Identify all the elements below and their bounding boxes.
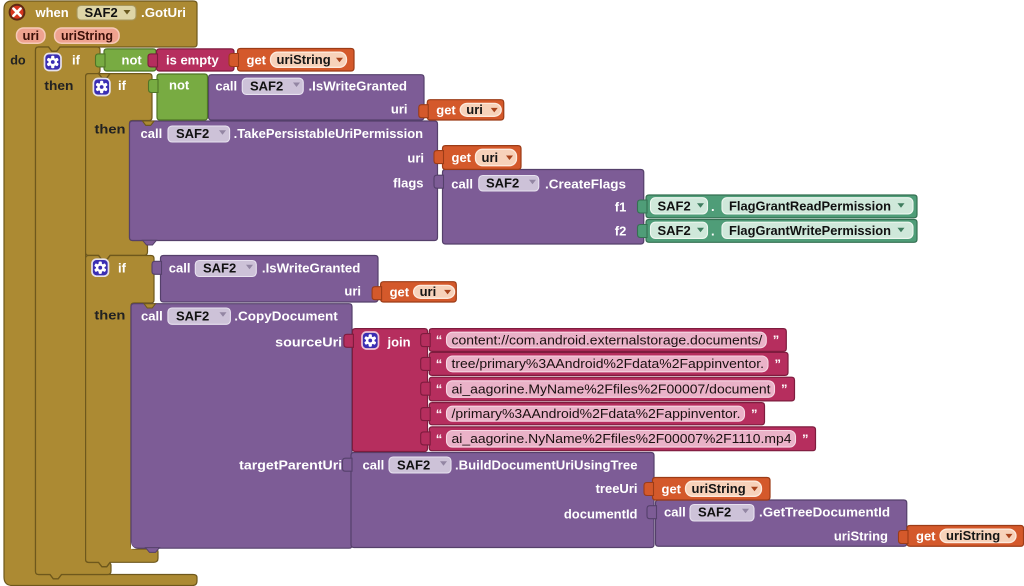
- svg-text:.BuildDocumentUriUsingTree: .BuildDocumentUriUsingTree: [455, 458, 638, 473]
- svg-text:“: “: [436, 333, 443, 348]
- svg-text:SAF2: SAF2: [658, 223, 691, 238]
- svg-text:documentId: documentId: [564, 507, 638, 522]
- svg-text:get: get: [452, 150, 472, 165]
- svg-text:.: .: [711, 199, 715, 214]
- svg-text:.: .: [711, 224, 715, 239]
- svg-text:join: join: [387, 335, 411, 350]
- svg-text:uriString: uriString: [946, 528, 1000, 543]
- svg-text:uri: uri: [391, 102, 408, 117]
- svg-text:get: get: [662, 481, 682, 496]
- svg-text:treeUri: treeUri: [596, 481, 638, 496]
- svg-text:“: “: [436, 406, 443, 421]
- svg-text:“: “: [436, 357, 443, 372]
- svg-text:uriString: uriString: [692, 481, 746, 496]
- svg-text:uri: uri: [482, 150, 499, 165]
- svg-text:“: “: [436, 382, 443, 397]
- svg-text:“: “: [436, 431, 443, 446]
- svg-text:SAF2: SAF2: [486, 176, 519, 191]
- svg-text:flags: flags: [393, 176, 423, 191]
- svg-text:.GetTreeDocumentId: .GetTreeDocumentId: [759, 505, 890, 520]
- svg-text:.TakePersistableUriPermission: .TakePersistableUriPermission: [234, 126, 424, 141]
- svg-text:uri: uri: [23, 28, 40, 43]
- svg-text:.GotUri: .GotUri: [141, 5, 186, 20]
- svg-text:.CopyDocument: .CopyDocument: [234, 309, 338, 324]
- svg-text:targetParentUri: targetParentUri: [239, 458, 342, 473]
- svg-text:then: then: [94, 308, 125, 323]
- svg-text:.IsWriteGranted: .IsWriteGranted: [262, 260, 361, 275]
- svg-text:get: get: [916, 528, 936, 543]
- svg-text:SAF2: SAF2: [397, 458, 430, 473]
- svg-text:/primary%3AAndroid%2Fdata%2Fap: /primary%3AAndroid%2Fdata%2Fappinventor.: [452, 407, 741, 421]
- svg-text:not: not: [169, 78, 190, 93]
- svg-text:SAF2: SAF2: [176, 126, 209, 141]
- svg-text:do: do: [10, 53, 26, 68]
- svg-text:f1: f1: [615, 199, 627, 214]
- svg-text:get: get: [390, 284, 410, 299]
- svg-text:SAF2: SAF2: [203, 260, 236, 275]
- svg-text:”: ”: [802, 431, 809, 446]
- svg-text:uri: uri: [466, 102, 483, 117]
- svg-text:”: ”: [751, 406, 758, 421]
- svg-text:if: if: [72, 53, 81, 68]
- svg-text:ai_aagorine.NyName%2Ffiles%2F0: ai_aagorine.NyName%2Ffiles%2F00007%2F111…: [452, 432, 792, 446]
- svg-text:sourceUri: sourceUri: [275, 334, 342, 349]
- svg-text:call: call: [169, 260, 191, 275]
- svg-text:”: ”: [773, 333, 780, 348]
- svg-text:call: call: [363, 458, 385, 473]
- svg-text:if: if: [118, 78, 127, 93]
- svg-text:f2: f2: [615, 224, 627, 239]
- svg-text:call: call: [141, 126, 163, 141]
- svg-text:.CreateFlags: .CreateFlags: [545, 177, 626, 192]
- svg-text:uri: uri: [344, 283, 361, 298]
- svg-text:SAF2: SAF2: [698, 505, 731, 520]
- svg-text:is empty: is empty: [166, 53, 220, 68]
- svg-text:call: call: [451, 177, 473, 192]
- svg-text:”: ”: [775, 357, 782, 372]
- svg-text:FlagGrantReadPermission: FlagGrantReadPermission: [729, 198, 891, 213]
- svg-text:SAF2: SAF2: [85, 5, 118, 20]
- svg-text:call: call: [141, 309, 163, 324]
- svg-text:not: not: [122, 53, 143, 68]
- svg-text:uri: uri: [420, 284, 437, 299]
- svg-text:then: then: [44, 78, 73, 93]
- svg-text:SAF2: SAF2: [658, 198, 691, 213]
- svg-text:tree/primary%3AAndroid%2Fdata%: tree/primary%3AAndroid%2Fdata%2Fappinven…: [452, 357, 765, 371]
- svg-text:uriString: uriString: [834, 528, 888, 543]
- svg-text:get: get: [247, 52, 267, 67]
- svg-text:then: then: [95, 122, 126, 137]
- svg-text:uri: uri: [407, 151, 424, 166]
- svg-text:if: if: [118, 260, 127, 275]
- svg-text:call: call: [215, 79, 237, 94]
- svg-text:uriString: uriString: [61, 28, 113, 43]
- svg-text:call: call: [664, 505, 686, 520]
- svg-text:FlagGrantWritePermission: FlagGrantWritePermission: [729, 223, 891, 238]
- svg-text:get: get: [436, 102, 456, 117]
- svg-text:”: ”: [781, 382, 788, 397]
- svg-text:.IsWriteGranted: .IsWriteGranted: [309, 79, 408, 94]
- svg-text:content://com.android.external: content://com.android.externalstorage.do…: [452, 333, 763, 347]
- svg-text:when: when: [35, 5, 69, 20]
- svg-text:uriString: uriString: [277, 52, 331, 67]
- svg-text:SAF2: SAF2: [176, 309, 209, 324]
- svg-text:SAF2: SAF2: [250, 79, 283, 94]
- svg-text:ai_aagorine.MyName%2Ffiles%2F0: ai_aagorine.MyName%2Ffiles%2F00007/docum…: [452, 382, 772, 396]
